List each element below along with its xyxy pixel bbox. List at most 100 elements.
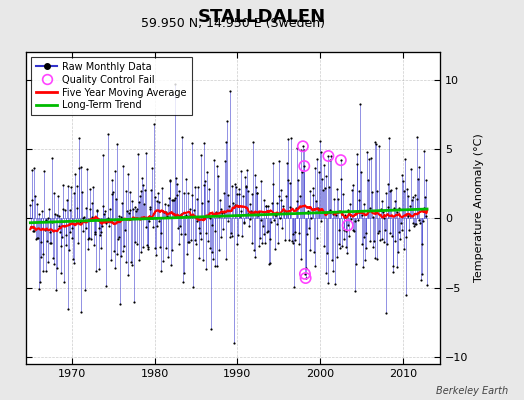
Point	[421, 213, 430, 220]
Point	[45, 206, 53, 212]
Point	[29, 227, 37, 234]
Point	[260, 231, 268, 237]
Point	[187, 236, 195, 243]
Point	[95, 266, 104, 272]
Point	[342, 228, 351, 234]
Point	[333, 186, 342, 192]
Point	[155, 198, 163, 205]
Point	[157, 230, 166, 237]
Point	[188, 139, 196, 146]
Point	[27, 224, 35, 230]
Text: Berkeley Earth: Berkeley Earth	[436, 386, 508, 396]
Point	[189, 284, 198, 290]
Point	[37, 238, 45, 245]
Point	[121, 227, 129, 234]
Point	[220, 209, 228, 215]
Point	[265, 261, 273, 268]
Point	[276, 214, 285, 221]
Point	[336, 245, 344, 252]
Point	[327, 152, 335, 159]
Point	[93, 208, 102, 214]
Point	[316, 148, 325, 155]
Point	[283, 160, 291, 166]
Point	[174, 188, 183, 194]
Point	[330, 196, 338, 202]
Point	[238, 193, 247, 199]
Point	[129, 206, 137, 212]
Point	[403, 186, 411, 192]
Point	[236, 213, 244, 219]
Point	[84, 245, 93, 252]
Point	[63, 182, 72, 189]
Point	[61, 232, 70, 238]
Point	[412, 196, 421, 202]
Point	[396, 236, 405, 243]
Point	[388, 233, 396, 240]
Point	[300, 163, 309, 169]
Point	[101, 219, 110, 226]
Point	[346, 201, 354, 207]
Point	[61, 207, 69, 213]
Point	[286, 204, 294, 210]
Point	[399, 246, 408, 252]
Point	[308, 205, 316, 212]
Point	[373, 256, 381, 262]
Point	[133, 206, 141, 212]
Point	[81, 225, 90, 232]
Point	[282, 193, 290, 200]
Point	[166, 178, 174, 184]
Point	[367, 155, 375, 161]
Point	[289, 231, 298, 237]
Point	[144, 244, 152, 250]
Point	[111, 168, 119, 174]
Point	[141, 150, 150, 156]
Point	[128, 198, 137, 204]
Point	[414, 176, 422, 182]
Point	[397, 172, 406, 178]
Point	[101, 208, 109, 214]
Point	[181, 176, 190, 182]
Point	[347, 187, 356, 193]
Point	[205, 245, 214, 252]
Point	[161, 245, 170, 252]
Point	[359, 264, 367, 270]
Point	[348, 182, 357, 188]
Point	[230, 340, 238, 346]
Y-axis label: Temperature Anomaly (°C): Temperature Anomaly (°C)	[474, 134, 484, 282]
Point	[355, 188, 363, 194]
Point	[222, 256, 230, 262]
Point	[324, 153, 333, 159]
Point	[323, 250, 331, 256]
Point	[385, 135, 394, 141]
Point	[188, 192, 196, 198]
Point	[325, 157, 334, 163]
Point	[305, 188, 314, 194]
Point	[166, 177, 174, 183]
Point	[287, 134, 296, 141]
Point	[379, 209, 387, 215]
Point	[334, 241, 343, 248]
Point	[362, 230, 370, 236]
Point	[199, 257, 207, 264]
Point	[177, 211, 185, 218]
Point	[30, 164, 39, 171]
Point	[267, 218, 275, 225]
Point	[74, 135, 83, 141]
Point	[63, 197, 71, 203]
Point	[90, 228, 99, 235]
Point	[301, 271, 309, 277]
Point	[377, 236, 386, 242]
Point	[225, 234, 234, 240]
Point	[223, 218, 232, 224]
Point	[75, 164, 83, 171]
Point	[173, 192, 181, 198]
Point	[351, 288, 359, 294]
Point	[151, 245, 159, 251]
Point	[280, 207, 288, 214]
Point	[286, 180, 294, 186]
Point	[400, 188, 409, 194]
Point	[270, 212, 279, 218]
Point	[239, 219, 248, 225]
Point	[288, 238, 296, 245]
Point	[345, 232, 353, 239]
